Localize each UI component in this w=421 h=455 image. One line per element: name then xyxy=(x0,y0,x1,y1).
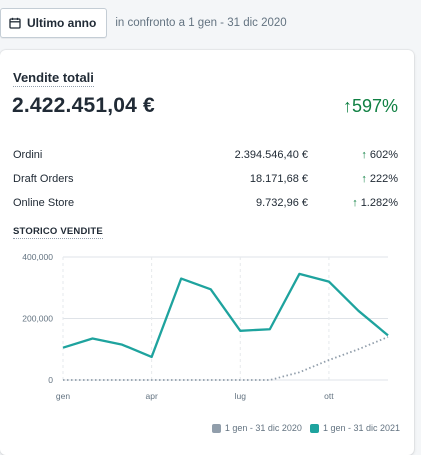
breakdown-row: Ordini 2.394.546,40 € ↑ 602% xyxy=(13,143,398,167)
comparison-period-text: in confronto a 1 gen - 31 dic 2020 xyxy=(115,17,287,29)
total-change-value: 597% xyxy=(351,96,398,116)
x-tick-label: lug xyxy=(235,391,247,401)
row-change-value: 1.282% xyxy=(360,197,398,209)
x-tick-label: apr xyxy=(145,391,157,401)
date-toolbar: Ultimo anno in confronto a 1 gen - 31 di… xyxy=(0,8,287,38)
card-title[interactable]: Vendite totali xyxy=(13,70,94,87)
legend-item-current[interactable]: 1 gen - 31 dic 2021 xyxy=(309,423,400,433)
legend-item-previous[interactable]: 1 gen - 31 dic 2020 xyxy=(211,423,302,433)
legend-label: 1 gen - 31 dic 2020 xyxy=(224,423,302,433)
sales-history-title[interactable]: STORICO VENDITE xyxy=(13,226,103,239)
row-value: 18.171,68 € xyxy=(249,173,308,185)
series-line-2021 xyxy=(62,272,389,359)
breakdown-row: Draft Orders 18.171,68 € ↑ 222% xyxy=(13,167,398,191)
total-sales-change: ↑597% xyxy=(343,96,398,117)
total-sales-card: Vendite totali 2.422.451,04 € ↑597% Ordi… xyxy=(0,50,414,455)
total-sales-value: 2.422.451,04 € xyxy=(12,94,155,117)
arrow-up-icon: ↑ xyxy=(352,197,358,209)
x-tick-label: gen xyxy=(56,391,70,401)
row-change: ↑ 602% xyxy=(308,149,398,161)
row-change-value: 602% xyxy=(369,149,398,161)
row-label: Online Store xyxy=(13,197,75,209)
row-value: 9.732,96 € xyxy=(256,197,308,209)
row-change: ↑ 1.282% xyxy=(308,197,398,209)
breakdown-row: Online Store 9.732,96 € ↑ 1.282% xyxy=(13,191,398,215)
legend-swatch xyxy=(309,423,319,433)
arrow-up-icon: ↑ xyxy=(361,149,367,161)
x-tick-label: ott xyxy=(324,391,334,401)
calendar-icon xyxy=(9,17,21,29)
y-tick-label: 0 xyxy=(48,375,53,385)
row-label: Ordini xyxy=(13,149,43,161)
y-tick-label: 200,000 xyxy=(22,314,53,324)
date-range-label: Ultimo anno xyxy=(27,16,97,30)
arrow-up-icon: ↑ xyxy=(361,173,367,185)
row-change: ↑ 222% xyxy=(308,173,398,185)
legend-label: 1 gen - 31 dic 2021 xyxy=(322,423,400,433)
legend-swatch xyxy=(211,423,221,433)
row-label: Draft Orders xyxy=(13,173,74,185)
sales-breakdown: Ordini 2.394.546,40 € ↑ 602% Draft Orders… xyxy=(13,143,398,215)
row-value: 2.394.546,40 € xyxy=(234,149,308,161)
row-change-value: 222% xyxy=(369,173,398,185)
arrow-up-icon: ↑ xyxy=(342,96,352,116)
chart-legend: 1 gen - 31 dic 2020 1 gen - 31 dic 2021 xyxy=(204,423,400,433)
y-tick-label: 400,000 xyxy=(22,252,53,262)
date-range-button[interactable]: Ultimo anno xyxy=(0,8,108,38)
